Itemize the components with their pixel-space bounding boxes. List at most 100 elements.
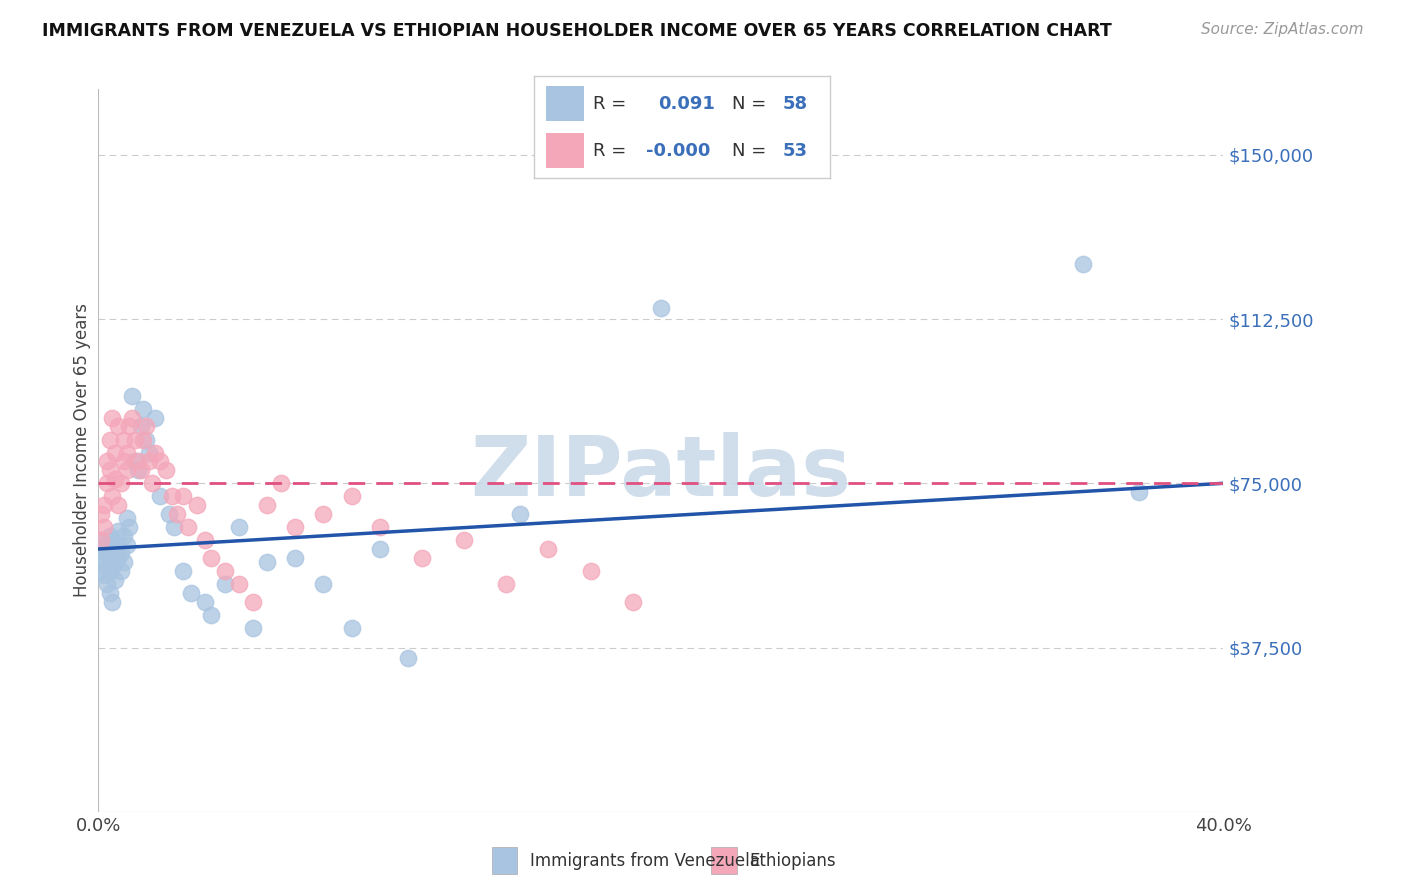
Text: Immigrants from Venezuela: Immigrants from Venezuela [530, 852, 759, 870]
Point [104, 573, 127, 587]
Point [180, 586, 202, 600]
Point [411, 550, 433, 565]
Point [115, 463, 138, 477]
Point [115, 445, 138, 459]
Text: N =: N = [733, 142, 766, 160]
Point [112, 433, 135, 447]
Point [143, 410, 166, 425]
Point [104, 445, 127, 459]
Point [96, 476, 118, 491]
Text: Source: ZipAtlas.com: Source: ZipAtlas.com [1201, 22, 1364, 37]
Point [172, 564, 194, 578]
Point [93, 520, 115, 534]
Point [101, 559, 124, 574]
Point [172, 490, 194, 504]
Text: N =: N = [733, 95, 766, 112]
Point [124, 433, 146, 447]
Point [537, 541, 560, 556]
Text: 0.091: 0.091 [658, 95, 716, 112]
Point [118, 520, 141, 534]
Point [115, 538, 138, 552]
Point [135, 419, 157, 434]
Point [194, 533, 217, 548]
Point [115, 511, 138, 525]
Point [98, 586, 121, 600]
Point [143, 445, 166, 459]
Text: 58: 58 [782, 95, 807, 112]
Point [107, 538, 129, 552]
Point [96, 577, 118, 591]
Point [312, 577, 335, 591]
Bar [711, 847, 737, 874]
Point [129, 419, 152, 434]
Text: IMMIGRANTS FROM VENEZUELA VS ETHIOPIAN HOUSEHOLDER INCOME OVER 65 YEARS CORRELAT: IMMIGRANTS FROM VENEZUELA VS ETHIOPIAN H… [42, 22, 1112, 40]
Point [107, 498, 129, 512]
Point [124, 454, 146, 468]
Point [340, 490, 363, 504]
Point [495, 577, 517, 591]
Point [177, 520, 200, 534]
Point [214, 564, 236, 578]
Point [242, 621, 264, 635]
Point [284, 520, 307, 534]
Point [1071, 257, 1094, 271]
Point [129, 463, 152, 477]
Point [214, 577, 236, 591]
Point [90, 533, 112, 548]
Point [98, 433, 121, 447]
Point [166, 507, 188, 521]
Point [368, 541, 391, 556]
Point [101, 594, 124, 608]
Point [107, 419, 129, 434]
Point [101, 490, 124, 504]
Point [110, 546, 132, 560]
Point [194, 594, 217, 608]
Text: 53: 53 [782, 142, 807, 160]
Point [256, 498, 278, 512]
Point [93, 541, 115, 556]
Point [112, 454, 135, 468]
Point [127, 463, 149, 477]
Point [90, 507, 112, 521]
Point [132, 401, 155, 416]
Point [132, 433, 155, 447]
Text: -0.000: -0.000 [647, 142, 711, 160]
Point [121, 389, 143, 403]
Point [141, 476, 163, 491]
Point [650, 301, 672, 315]
Point [270, 476, 292, 491]
Point [157, 507, 180, 521]
Point [98, 564, 121, 578]
Point [1128, 485, 1150, 500]
Bar [546, 87, 585, 121]
Point [284, 550, 307, 565]
Text: R =: R = [593, 142, 627, 160]
Point [121, 410, 143, 425]
Point [112, 555, 135, 569]
Point [621, 594, 644, 608]
Bar [546, 133, 585, 168]
Point [396, 651, 419, 665]
Point [155, 463, 177, 477]
Point [112, 529, 135, 543]
Point [96, 454, 118, 468]
Text: R =: R = [593, 95, 627, 112]
Point [110, 476, 132, 491]
Point [242, 594, 264, 608]
Bar [492, 847, 517, 874]
Point [579, 564, 602, 578]
Point [312, 507, 335, 521]
Point [96, 546, 118, 560]
Point [160, 490, 183, 504]
Point [93, 498, 115, 512]
Point [107, 524, 129, 539]
Point [90, 564, 112, 578]
Point [149, 454, 172, 468]
Point [135, 433, 157, 447]
Point [368, 520, 391, 534]
Y-axis label: Householder Income Over 65 years: Householder Income Over 65 years [73, 303, 91, 598]
Point [453, 533, 475, 548]
Point [163, 520, 186, 534]
Point [101, 546, 124, 560]
Point [104, 472, 127, 486]
